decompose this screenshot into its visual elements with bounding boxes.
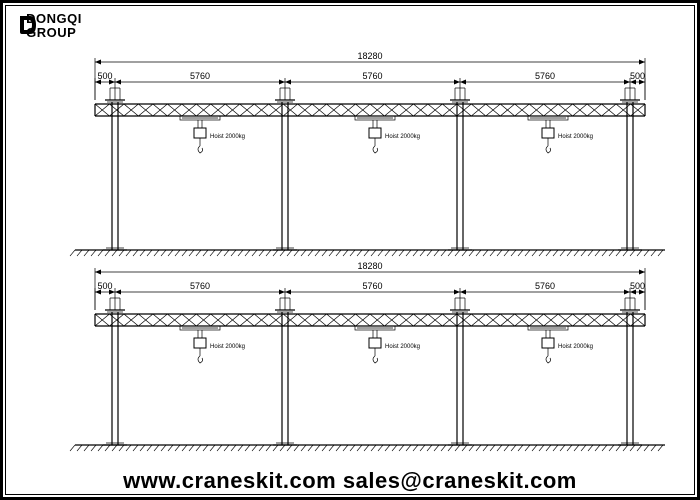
footer: www.craneskit.com sales@craneskit.com — [0, 468, 700, 494]
svg-text:Hoist 2000kg: Hoist 2000kg — [210, 134, 245, 140]
svg-text:Hoist 2000kg: Hoist 2000kg — [385, 134, 420, 140]
technical-drawing: 18280 500 5760 5760 5760 500 Hoist 2000kg Hoist… — [0, 0, 700, 500]
svg-text:500: 500 — [630, 281, 645, 291]
svg-text:5760: 5760 — [362, 71, 382, 81]
svg-text:Hoist 2000kg: Hoist 2000kg — [385, 344, 420, 350]
svg-text:Hoist 2000kg: Hoist 2000kg — [558, 344, 593, 350]
svg-text:18280: 18280 — [357, 261, 382, 271]
svg-text:500: 500 — [97, 281, 112, 291]
svg-text:5760: 5760 — [535, 71, 555, 81]
svg-text:Hoist 2000kg: Hoist 2000kg — [210, 344, 245, 350]
svg-text:18280: 18280 — [357, 51, 382, 61]
svg-text:5760: 5760 — [190, 281, 210, 291]
svg-text:5760: 5760 — [190, 71, 210, 81]
svg-text:500: 500 — [630, 71, 645, 81]
svg-text:500: 500 — [97, 71, 112, 81]
svg-text:5760: 5760 — [535, 281, 555, 291]
svg-text:Hoist 2000kg: Hoist 2000kg — [558, 134, 593, 140]
svg-text:5760: 5760 — [362, 281, 382, 291]
footer-website: www.craneskit.com — [123, 468, 336, 493]
footer-email: sales@craneskit.com — [343, 468, 577, 493]
